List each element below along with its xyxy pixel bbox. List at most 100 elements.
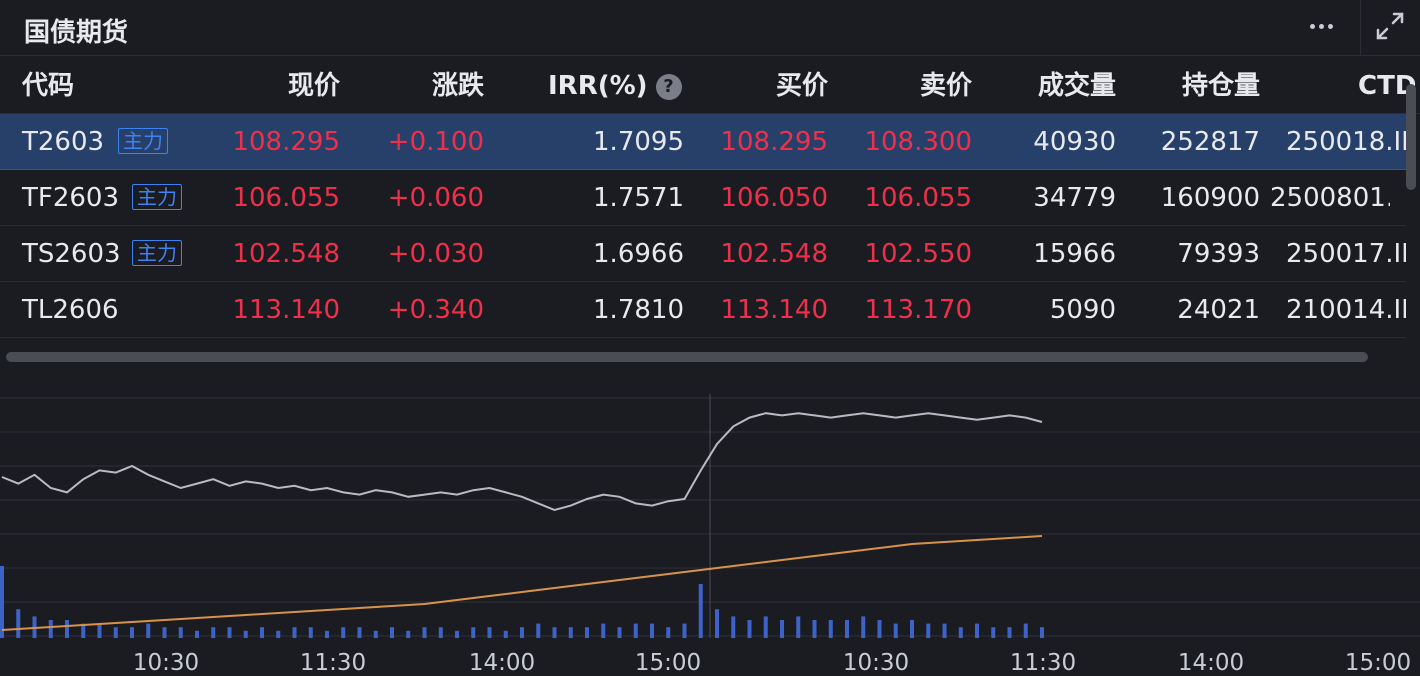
volume-bar	[195, 630, 199, 638]
col-header-change[interactable]: 涨跌	[431, 71, 484, 101]
col-header-irr[interactable]: IRR(%)?	[548, 58, 682, 114]
cell-ask: 106.055	[864, 183, 972, 213]
volume-bar	[455, 630, 459, 638]
volume-bar	[845, 620, 849, 638]
expand-icon[interactable]	[1372, 8, 1408, 44]
volume-bar	[780, 620, 784, 638]
volume-bar	[910, 620, 914, 638]
cell-volume: 34779	[1033, 183, 1116, 213]
intraday-chart[interactable]: 10:30 11:30 14:00 15:00 10:30 11:30 14:00 15:00	[0, 366, 1420, 676]
col-header-price[interactable]: 现价	[287, 71, 340, 101]
cell-price: 108.295	[232, 127, 340, 157]
volume-bar	[617, 627, 622, 638]
table-row[interactable]: TL2606 113.140 +0.340 1.7810 113.140 113.170 5…	[0, 282, 1406, 338]
volume-bar	[975, 623, 979, 638]
volume-bar	[65, 620, 69, 638]
volume-bar	[666, 627, 671, 638]
horizontal-scrollbar[interactable]	[6, 352, 1368, 362]
volume-bar	[308, 627, 313, 638]
cell-change: +0.340	[387, 295, 484, 325]
cell-ask: 108.300	[864, 127, 972, 157]
cell-open-interest: 252817	[1160, 127, 1260, 157]
cell-irr: 1.6966	[593, 239, 684, 269]
volume-bar	[568, 627, 573, 638]
volume-bar	[97, 623, 102, 638]
main-contract-badge: 主力	[132, 184, 182, 210]
volume-bar	[325, 630, 329, 638]
volume-bar	[812, 620, 817, 638]
volume-bar	[747, 620, 752, 638]
volume-bar	[0, 566, 4, 638]
volume-bar	[796, 616, 801, 638]
volume-bar	[438, 627, 443, 638]
x-tick-label: 14:00	[1178, 650, 1244, 676]
cell-open-interest: 160900	[1160, 183, 1260, 213]
more-horizontal-icon	[1309, 23, 1315, 29]
question-circle-icon[interactable]: ?	[655, 73, 682, 100]
volume-bar	[16, 609, 21, 638]
cell-volume: 40930	[1033, 127, 1116, 157]
volume-bar	[861, 616, 866, 638]
volume-bar	[1007, 627, 1012, 638]
more-options-button[interactable]	[1300, 6, 1342, 46]
volume-bar	[422, 627, 427, 638]
volume-bar	[81, 623, 86, 638]
volume-bar	[958, 627, 963, 638]
col-header-code[interactable]: 代码	[22, 71, 75, 101]
volume-bar	[178, 627, 183, 638]
col-header-ask[interactable]: 卖价	[919, 71, 972, 101]
x-tick-label: 11:30	[1010, 650, 1076, 676]
col-header-bid[interactable]: 买价	[775, 71, 828, 101]
volume-bar	[942, 623, 947, 638]
table-row[interactable]: TS2603 102.548 +0.030 1.6966 102.548 102.550 1…	[0, 226, 1406, 282]
volume-bar	[520, 627, 524, 638]
volume-bar	[341, 627, 346, 638]
volume-bar	[357, 627, 362, 638]
cell-ctd: 250018.IB	[1286, 127, 1406, 157]
volume-bar	[487, 627, 492, 638]
volume-bar	[731, 616, 736, 638]
vertical-scrollbar[interactable]	[1406, 84, 1416, 190]
cell-price: 113.140	[232, 295, 340, 325]
volume-bar	[877, 620, 882, 638]
price-line	[1, 412, 1043, 512]
x-tick-label: 15:00	[635, 650, 701, 676]
volume-bar	[146, 623, 151, 638]
volume-bar	[682, 623, 687, 638]
main-contract-badge: 主力	[132, 240, 182, 266]
volume-bar	[1040, 627, 1044, 638]
cell-change: +0.100	[387, 127, 484, 157]
volume-bar	[406, 630, 411, 638]
volume-bar	[227, 627, 232, 638]
cell-ask: 113.170	[864, 295, 972, 325]
volume-bar	[113, 627, 118, 638]
x-tick-label: 15:00	[1345, 650, 1411, 676]
volume-bar	[650, 623, 654, 638]
volume-bar	[276, 630, 281, 638]
volume-bar	[633, 623, 638, 638]
cell-irr: 1.7810	[593, 295, 684, 325]
cell-code: TL2606	[22, 295, 119, 325]
cell-volume: 5090	[1049, 295, 1116, 325]
table-row[interactable]: T2603 108.295 +0.100 1.7095 108.295 108.300 40…	[0, 114, 1406, 170]
cell-ctd: 2500801.IB	[1270, 183, 1390, 213]
cell-irr: 1.7571	[593, 183, 684, 213]
cell-open-interest: 79393	[1177, 239, 1260, 269]
volume-bar	[601, 623, 606, 638]
volume-bar	[211, 627, 216, 638]
volume-bar	[585, 627, 589, 638]
dot	[1327, 23, 1333, 29]
main-contract-badge: 主力	[118, 128, 168, 154]
volume-bar	[698, 584, 703, 638]
x-tick-label: 10:30	[133, 650, 199, 676]
col-header-volume[interactable]: 成交量	[1037, 71, 1116, 101]
table-row[interactable]: TF2603 106.055 +0.060 1.7571 106.050 106.055 3…	[0, 170, 1406, 226]
average-price-line	[1, 535, 1043, 631]
x-tick-label: 14:00	[469, 650, 535, 676]
cell-bid: 106.050	[720, 183, 828, 213]
col-header-open-interest[interactable]: 持仓量	[1181, 71, 1260, 101]
cell-change: +0.060	[387, 183, 484, 213]
col-header-irr-label: IRR(%)	[548, 71, 648, 101]
x-tick-label: 11:30	[300, 650, 366, 676]
cell-code: TF2603	[22, 183, 120, 213]
